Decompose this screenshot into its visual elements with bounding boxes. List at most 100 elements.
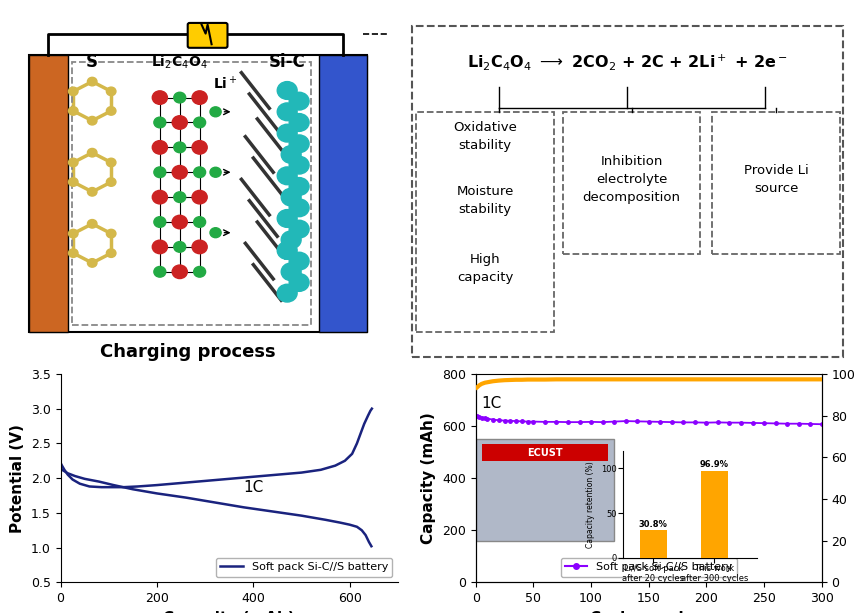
- Bar: [29, 55, 68, 332]
- Text: Oxidative
stability: Oxidative stability: [453, 121, 517, 152]
- Circle shape: [278, 167, 298, 185]
- Text: Charging process: Charging process: [99, 343, 276, 361]
- Circle shape: [106, 107, 116, 115]
- Legend: Soft pack Si-C//S battery: Soft pack Si-C//S battery: [561, 558, 737, 577]
- X-axis label: Capacity (mAh): Capacity (mAh): [163, 611, 295, 613]
- Circle shape: [192, 191, 208, 204]
- Circle shape: [289, 253, 309, 270]
- Bar: [701, 471, 728, 558]
- Bar: [476, 439, 614, 541]
- Text: 96.9%: 96.9%: [700, 460, 728, 470]
- Bar: [29, 55, 68, 332]
- Circle shape: [192, 240, 208, 254]
- Circle shape: [174, 242, 186, 253]
- Circle shape: [210, 227, 221, 238]
- Circle shape: [289, 273, 309, 291]
- Y-axis label: Potential (V): Potential (V): [10, 424, 25, 533]
- Circle shape: [289, 92, 309, 110]
- Circle shape: [68, 158, 78, 167]
- Bar: [639, 530, 667, 558]
- Bar: [563, 112, 701, 254]
- Circle shape: [289, 113, 309, 131]
- Circle shape: [152, 240, 168, 254]
- Circle shape: [278, 242, 298, 259]
- Text: Provide Li
source: Provide Li source: [744, 164, 809, 195]
- Text: S: S: [86, 53, 99, 71]
- Circle shape: [194, 267, 206, 277]
- Circle shape: [152, 191, 168, 204]
- Legend: Soft pack Si-C//S battery: Soft pack Si-C//S battery: [216, 558, 393, 577]
- Circle shape: [174, 93, 186, 103]
- Bar: [416, 112, 554, 332]
- Circle shape: [154, 216, 166, 227]
- Circle shape: [154, 117, 166, 128]
- Circle shape: [289, 156, 309, 174]
- Y-axis label: Capacity (mAh): Capacity (mAh): [421, 413, 437, 544]
- Circle shape: [152, 91, 168, 104]
- Circle shape: [172, 166, 188, 179]
- Text: Si-C: Si-C: [269, 53, 305, 71]
- Circle shape: [154, 267, 166, 277]
- Text: 1C: 1C: [244, 480, 264, 495]
- Circle shape: [106, 229, 116, 238]
- Circle shape: [68, 87, 78, 96]
- Y-axis label: Capacity retention (%): Capacity retention (%): [586, 461, 595, 547]
- Circle shape: [87, 77, 97, 86]
- Bar: [319, 55, 367, 332]
- Circle shape: [281, 188, 301, 206]
- Circle shape: [106, 249, 116, 257]
- Circle shape: [192, 91, 208, 104]
- Bar: [29, 55, 367, 332]
- Circle shape: [278, 82, 298, 99]
- Bar: [712, 112, 840, 254]
- Text: Inhibition
electrolyte
decomposition: Inhibition electrolyte decomposition: [583, 155, 681, 204]
- Circle shape: [278, 210, 298, 227]
- Circle shape: [68, 107, 78, 115]
- Circle shape: [194, 167, 206, 178]
- Circle shape: [281, 231, 301, 249]
- Circle shape: [172, 215, 188, 229]
- Text: 30.8%: 30.8%: [639, 519, 668, 528]
- Circle shape: [174, 192, 186, 202]
- Circle shape: [278, 284, 298, 302]
- Text: 1C: 1C: [482, 396, 502, 411]
- Circle shape: [68, 229, 78, 238]
- Bar: [319, 55, 367, 332]
- Circle shape: [87, 259, 97, 267]
- Circle shape: [174, 142, 186, 153]
- Circle shape: [87, 148, 97, 157]
- Circle shape: [194, 117, 206, 128]
- Circle shape: [106, 178, 116, 186]
- Text: ECUST: ECUST: [527, 448, 563, 458]
- Circle shape: [106, 158, 116, 167]
- FancyBboxPatch shape: [188, 23, 227, 48]
- Circle shape: [68, 249, 78, 257]
- Circle shape: [172, 116, 188, 129]
- Circle shape: [68, 178, 78, 186]
- Circle shape: [154, 167, 166, 178]
- Y-axis label: Coulombic efficiency (%): Coulombic efficiency (%): [863, 381, 865, 575]
- X-axis label: Cycle number: Cycle number: [590, 611, 708, 613]
- Circle shape: [194, 216, 206, 227]
- Text: Li$_2$C$_4$O$_4$ $\longrightarrow$ 2CO$_2$ + 2C + 2Li$^+$ + 2e$^-$: Li$_2$C$_4$O$_4$ $\longrightarrow$ 2CO$_…: [467, 52, 787, 72]
- Circle shape: [281, 263, 301, 281]
- Circle shape: [289, 135, 309, 153]
- Circle shape: [281, 145, 301, 163]
- Bar: [482, 444, 608, 461]
- Circle shape: [289, 220, 309, 238]
- Circle shape: [87, 188, 97, 196]
- Circle shape: [152, 140, 168, 154]
- Circle shape: [192, 140, 208, 154]
- Circle shape: [278, 124, 298, 142]
- Circle shape: [106, 87, 116, 96]
- Text: High
capacity: High capacity: [457, 253, 513, 284]
- Text: Li$^+$: Li$^+$: [213, 75, 238, 92]
- Circle shape: [172, 265, 188, 278]
- Circle shape: [278, 103, 298, 121]
- Bar: [73, 62, 311, 325]
- Text: Li$_2$C$_4$O$_4$: Li$_2$C$_4$O$_4$: [151, 53, 208, 71]
- Circle shape: [210, 167, 221, 177]
- Circle shape: [87, 219, 97, 228]
- Circle shape: [289, 199, 309, 217]
- Circle shape: [87, 116, 97, 125]
